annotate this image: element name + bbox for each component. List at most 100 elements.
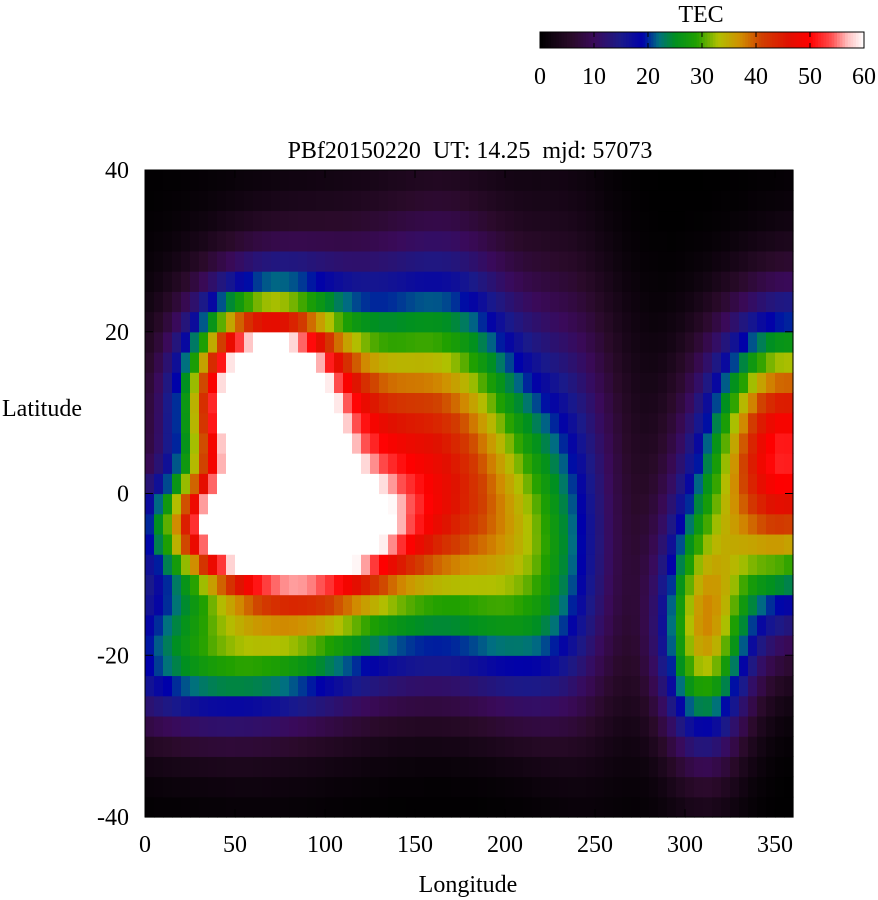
colorbar-segment bbox=[820, 32, 824, 48]
heatmap-cell bbox=[667, 412, 677, 434]
heatmap-cell bbox=[280, 493, 290, 515]
heatmap-cell bbox=[415, 513, 425, 535]
heatmap-cell bbox=[415, 250, 425, 272]
heatmap-cell bbox=[667, 493, 677, 515]
heatmap-cell bbox=[163, 351, 173, 373]
heatmap-cell bbox=[406, 756, 416, 778]
heatmap-cell bbox=[757, 372, 767, 394]
heatmap-cell bbox=[244, 190, 254, 212]
heatmap-cell bbox=[712, 574, 722, 596]
heatmap-cell bbox=[766, 190, 776, 212]
heatmap-cell bbox=[172, 190, 182, 212]
heatmap-cell bbox=[784, 736, 794, 757]
heatmap-cell bbox=[469, 372, 479, 394]
heatmap-cell bbox=[145, 432, 155, 454]
colorbar-segment bbox=[828, 32, 833, 48]
heatmap-cell bbox=[253, 473, 263, 495]
heatmap-cell bbox=[262, 635, 272, 656]
heatmap-cell bbox=[208, 331, 218, 353]
heatmap-cell bbox=[730, 695, 740, 717]
heatmap-cell bbox=[667, 695, 677, 717]
heatmap-cell bbox=[415, 776, 425, 798]
heatmap-cell bbox=[640, 170, 650, 191]
heatmap-cell bbox=[460, 655, 470, 677]
heatmap-cell bbox=[217, 594, 227, 616]
heatmap-cell bbox=[559, 473, 569, 495]
heatmap-cell bbox=[694, 271, 704, 292]
heatmap-cell bbox=[577, 473, 587, 495]
heatmap-cell bbox=[541, 170, 551, 191]
heatmap-cell bbox=[235, 210, 245, 232]
heatmap-cell bbox=[676, 756, 686, 778]
heatmap-cell bbox=[631, 756, 641, 778]
heatmap-cell bbox=[523, 513, 533, 535]
heatmap-cell bbox=[586, 432, 596, 454]
heatmap-cell bbox=[154, 796, 164, 818]
heatmap-cell bbox=[397, 271, 407, 292]
heatmap-cell bbox=[388, 311, 398, 333]
heatmap-cell bbox=[181, 230, 191, 252]
heatmap-cell bbox=[640, 432, 650, 454]
heatmap-cell bbox=[226, 291, 236, 313]
heatmap-cell bbox=[172, 776, 182, 798]
heatmap-cell bbox=[622, 614, 632, 636]
heatmap-cell bbox=[658, 311, 668, 333]
heatmap-cell bbox=[199, 230, 209, 252]
heatmap-cell bbox=[559, 574, 569, 596]
heatmap-cell bbox=[523, 311, 533, 333]
heatmap-cell bbox=[262, 614, 272, 636]
heatmap-cell bbox=[244, 776, 254, 798]
heatmap-cell bbox=[577, 170, 587, 191]
heatmap-cell bbox=[577, 250, 587, 272]
heatmap-cell bbox=[343, 513, 353, 535]
heatmap-cell bbox=[622, 250, 632, 272]
heatmap-cell bbox=[496, 453, 506, 474]
heatmap-cell bbox=[784, 715, 794, 737]
heatmap-cell bbox=[532, 756, 542, 778]
heatmap-cell bbox=[541, 473, 551, 495]
heatmap-cell bbox=[388, 796, 398, 818]
heatmap-cell bbox=[541, 513, 551, 535]
heatmap-cell bbox=[190, 271, 200, 292]
heatmap-cell bbox=[496, 170, 506, 191]
heatmap-cell bbox=[388, 331, 398, 353]
heatmap-cell bbox=[451, 473, 461, 495]
heatmap-cell bbox=[712, 675, 722, 697]
heatmap-cell bbox=[361, 736, 371, 757]
heatmap-cell bbox=[154, 432, 164, 454]
heatmap-cell bbox=[676, 271, 686, 292]
heatmap-cell bbox=[343, 635, 353, 656]
heatmap-cell bbox=[163, 796, 173, 818]
heatmap-cell bbox=[379, 655, 389, 677]
heatmap-cell bbox=[154, 392, 164, 414]
heatmap-cell bbox=[460, 756, 470, 778]
heatmap-cell bbox=[478, 170, 488, 191]
heatmap-cell bbox=[262, 594, 272, 616]
heatmap-cell bbox=[694, 250, 704, 272]
heatmap-cell bbox=[145, 271, 155, 292]
heatmap-cell bbox=[577, 331, 587, 353]
heatmap-cell bbox=[478, 614, 488, 636]
colorbar-tick-label: 60 bbox=[852, 64, 876, 90]
heatmap-cell bbox=[316, 635, 326, 656]
heatmap-cell bbox=[703, 412, 713, 434]
heatmap-cell bbox=[685, 594, 695, 616]
heatmap-cell bbox=[361, 594, 371, 616]
heatmap-cell bbox=[649, 311, 659, 333]
heatmap-cell bbox=[406, 493, 416, 515]
heatmap-cell bbox=[271, 271, 281, 292]
heatmap-cell bbox=[514, 554, 524, 575]
heatmap-cell bbox=[451, 756, 461, 778]
heatmap-cell bbox=[172, 473, 182, 495]
heatmap-cell bbox=[712, 271, 722, 292]
heatmap-cell bbox=[307, 736, 317, 757]
heatmap-cell bbox=[460, 675, 470, 697]
heatmap-cell bbox=[721, 493, 731, 515]
heatmap-cell bbox=[226, 453, 236, 474]
heatmap-cell bbox=[577, 351, 587, 373]
heatmap-cell bbox=[433, 736, 443, 757]
heatmap-cell bbox=[766, 655, 776, 677]
heatmap-cell bbox=[514, 614, 524, 636]
heatmap-cell bbox=[514, 412, 524, 434]
heatmap-cell bbox=[469, 473, 479, 495]
